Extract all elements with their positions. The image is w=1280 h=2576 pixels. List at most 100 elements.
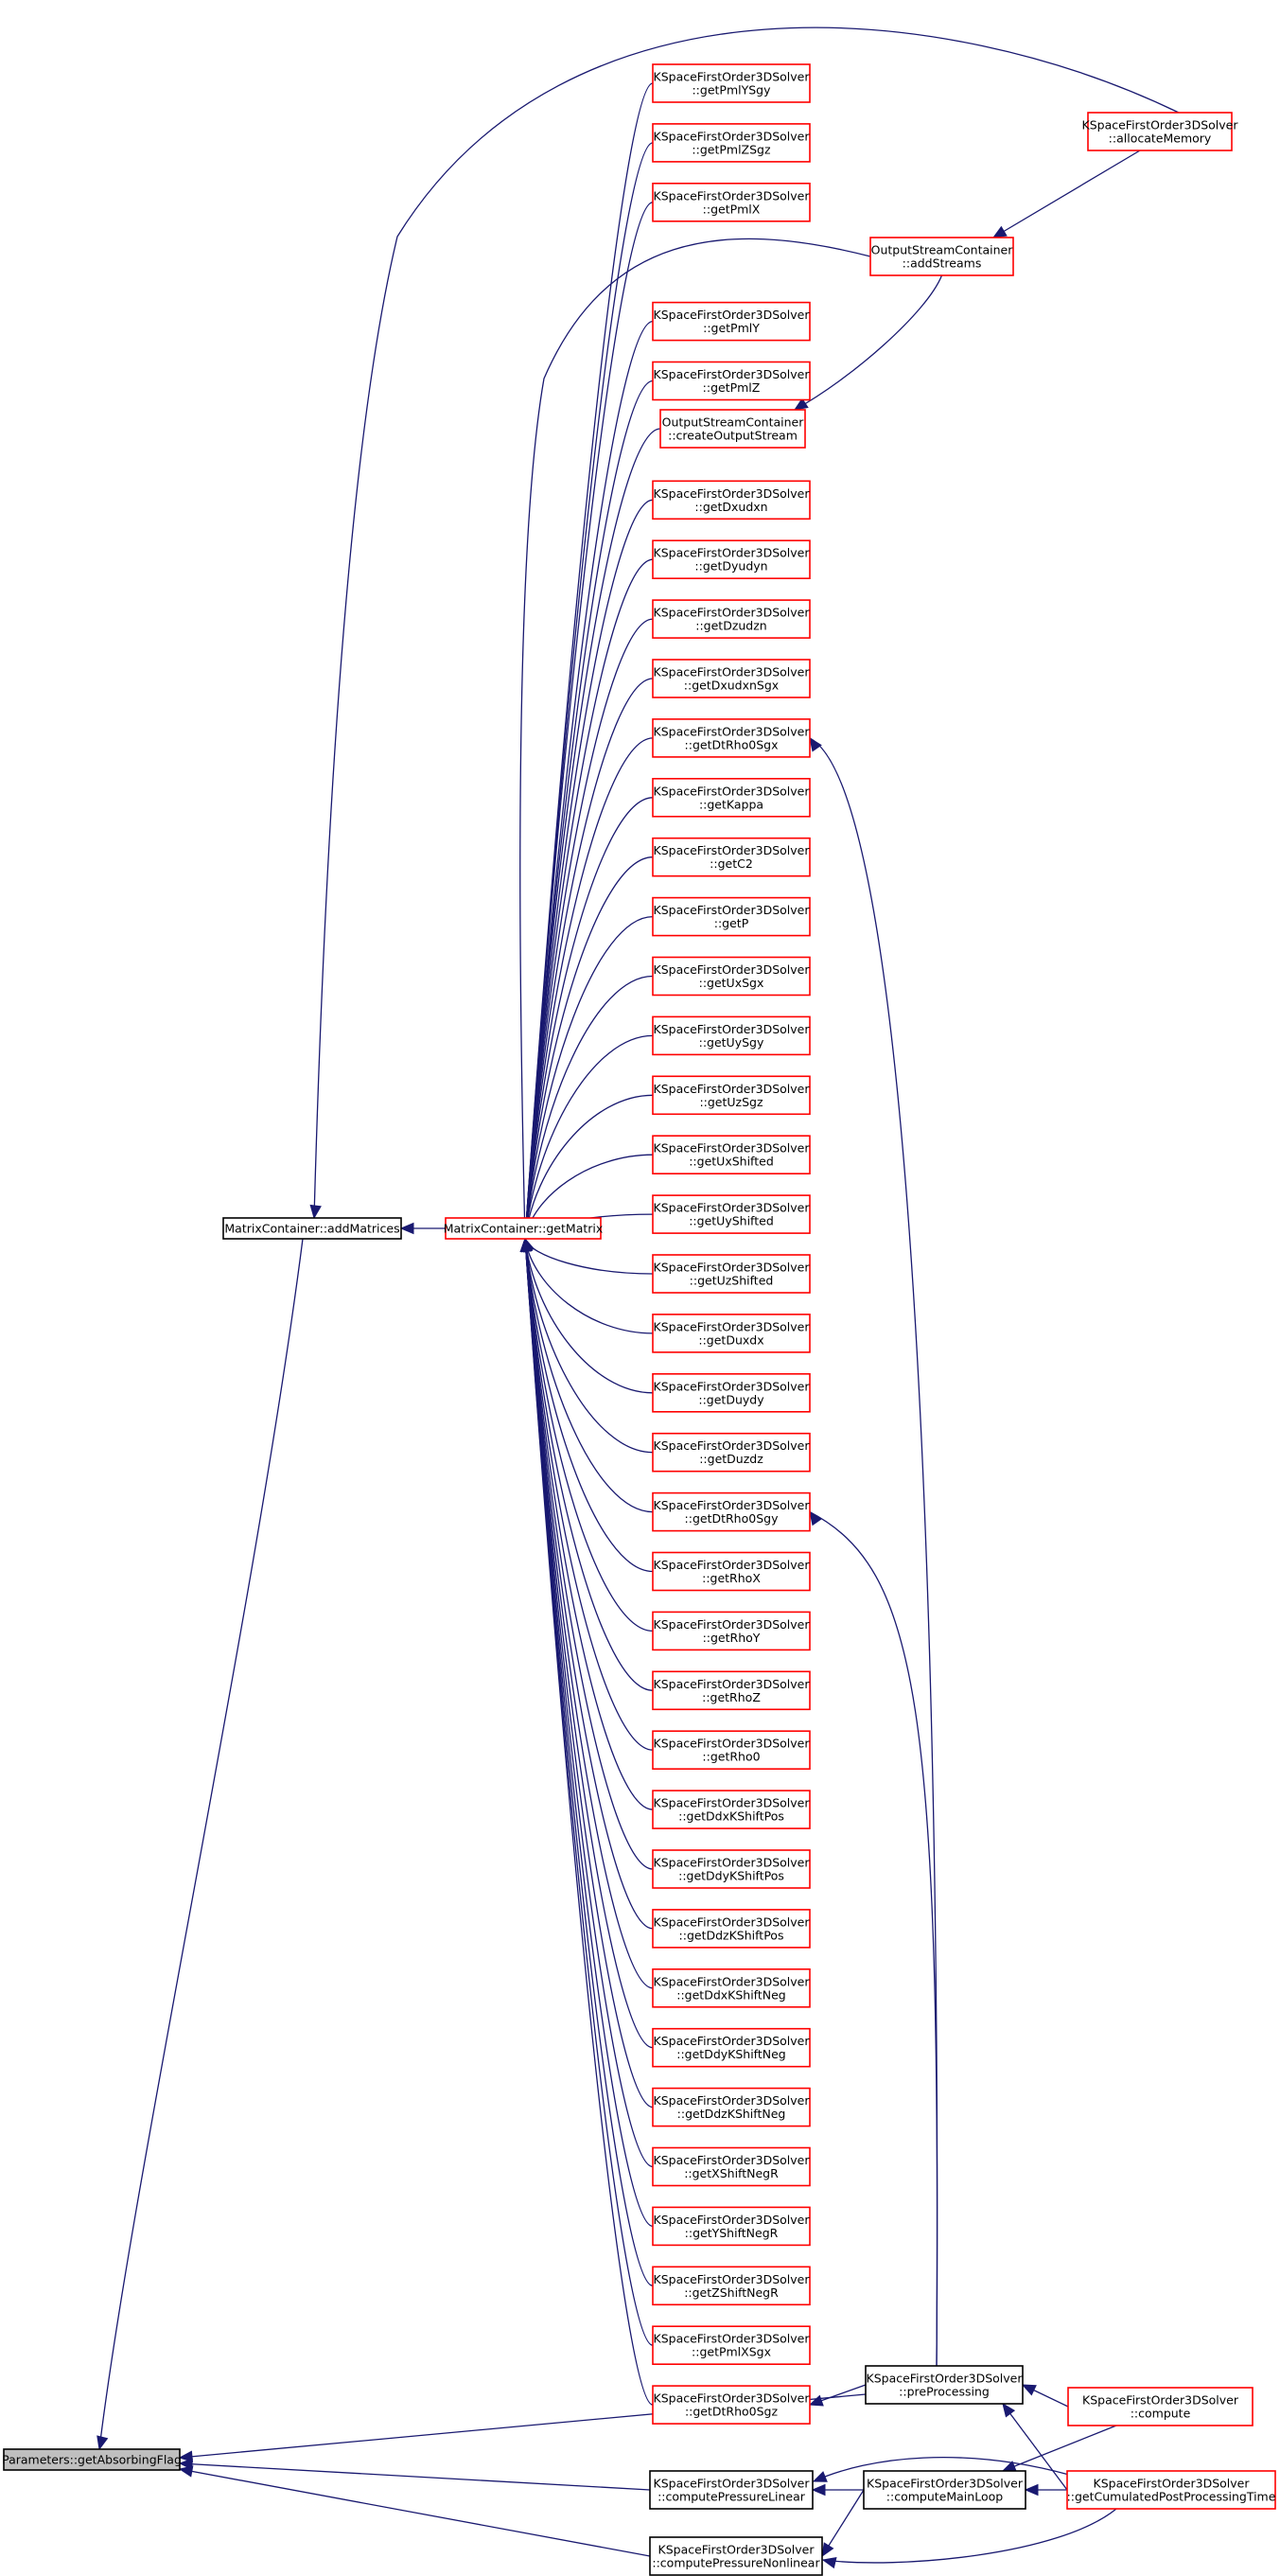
node-label-line: KSpaceFirstOrder3DSolver xyxy=(654,1319,811,1333)
nodes-layer: Parameters::getAbsorbingFlag MatrixContai… xyxy=(2,63,1276,2576)
node-label-line: KSpaceFirstOrder3DSolver xyxy=(654,1261,811,1275)
node-getPmlX[interactable]: KSpaceFirstOrder3DSolver::getPmlX xyxy=(652,183,811,222)
node-label-line: ::getPmlY xyxy=(703,321,760,335)
node-box xyxy=(652,123,811,163)
node-box xyxy=(1087,112,1233,151)
node-computePressureNonlinear[interactable]: KSpaceFirstOrder3DSolver::computePressur… xyxy=(649,2536,823,2576)
node-getDtRho0Sgz[interactable]: KSpaceFirstOrder3DSolver::getDtRho0Sgz xyxy=(652,2385,811,2425)
node-getZShiftNegR[interactable]: KSpaceFirstOrder3DSolver::getZShiftNegR xyxy=(652,2266,811,2306)
edge-getDdyKShiftNeg-to-getMatrix xyxy=(524,1238,654,2049)
node-label-line: KSpaceFirstOrder3DSolver xyxy=(654,367,811,381)
node-addStreams[interactable]: OutputStreamContainer::addStreams xyxy=(869,237,1014,276)
node-getPmlY[interactable]: KSpaceFirstOrder3DSolver::getPmlY xyxy=(652,301,811,342)
node-preProcessing[interactable]: KSpaceFirstOrder3DSolver::preProcessing xyxy=(865,2365,1024,2405)
node-getUySgy[interactable]: KSpaceFirstOrder3DSolver::getUySgy xyxy=(652,1015,811,1056)
edge-getDuzdz-to-getMatrix xyxy=(524,1238,654,1454)
node-getUzSgz[interactable]: KSpaceFirstOrder3DSolver::getUzSgz xyxy=(652,1075,811,1116)
node-box xyxy=(652,718,811,758)
node-label-line: ::getYShiftNegR xyxy=(685,2226,779,2240)
node-label-line: ::getPmlYSgy xyxy=(692,83,771,97)
edge-preProcessing-to-getDtRho0Sgx-arrowhead xyxy=(809,736,822,752)
edge-allocateMemory-to-addStreams-arrowhead xyxy=(991,225,1008,238)
node-getDdyKShiftPos[interactable]: KSpaceFirstOrder3DSolver::getDdyKShiftPo… xyxy=(652,1849,811,1889)
node-getDdxKShiftPos[interactable]: KSpaceFirstOrder3DSolver::getDdxKShiftPo… xyxy=(652,1790,811,1829)
node-allocateMemory[interactable]: KSpaceFirstOrder3DSolver::allocateMemory xyxy=(1082,112,1239,151)
node-box xyxy=(652,1254,811,1294)
node-getCumulatedPostProcessingTime[interactable]: KSpaceFirstOrder3DSolver::getCumulatedPo… xyxy=(1066,2470,1276,2510)
edge-getUzSgz-to-getMatrix xyxy=(524,1094,654,1240)
node-addMatrices[interactable]: MatrixContainer::addMatrices xyxy=(222,1217,402,1240)
node-createOutputStream[interactable]: OutputStreamContainer::createOutputStrea… xyxy=(659,409,806,449)
node-getDdzKShiftPos[interactable]: KSpaceFirstOrder3DSolver::getDdzKShiftPo… xyxy=(652,1909,811,1949)
node-box xyxy=(652,301,811,342)
node-getC2[interactable]: KSpaceFirstOrder3DSolver::getC2 xyxy=(652,837,811,877)
node-label-line: Parameters::getAbsorbingFlag xyxy=(2,2453,182,2467)
edge-computeMainLoop-to-computePressureNonlinear xyxy=(821,2489,865,2557)
node-label-line: ::getRhoX xyxy=(702,1571,761,1585)
node-box xyxy=(652,361,811,401)
node-getMatrix[interactable]: MatrixContainer::getMatrix xyxy=(444,1217,604,1240)
node-getRhoX[interactable]: KSpaceFirstOrder3DSolver::getRhoX xyxy=(652,1551,811,1592)
edge-getDtRho0Sgz-to-getMatrix xyxy=(524,1238,654,2406)
node-getPmlZ[interactable]: KSpaceFirstOrder3DSolver::getPmlZ xyxy=(652,361,811,401)
edge-compute-to-preProcessing-arrowhead xyxy=(1021,2384,1037,2396)
edge-getDuxdx-to-getMatrix xyxy=(524,1238,654,1334)
node-box xyxy=(652,539,811,580)
node-getPmlZSgz[interactable]: KSpaceFirstOrder3DSolver::getPmlZSgz xyxy=(652,123,811,163)
node-getDtRho0Sgy[interactable]: KSpaceFirstOrder3DSolver::getDtRho0Sgy xyxy=(652,1491,811,1532)
node-label-line: ::getUxShifted xyxy=(689,1155,774,1169)
node-getDuxdx[interactable]: KSpaceFirstOrder3DSolver::getDuxdx xyxy=(652,1314,811,1353)
node-getKappa[interactable]: KSpaceFirstOrder3DSolver::getKappa xyxy=(652,777,811,818)
edge-getPmlX-to-getMatrix xyxy=(524,202,654,1240)
node-computePressureLinear[interactable]: KSpaceFirstOrder3DSolver::computePressur… xyxy=(649,2470,814,2510)
node-label-line: ::getDdzKShiftPos xyxy=(679,1928,784,1942)
node-label-line: ::getXShiftNegR xyxy=(684,2166,779,2180)
edge-getRho0-to-getMatrix xyxy=(524,1238,654,1751)
node-label-line: KSpaceFirstOrder3DSolver xyxy=(654,1498,811,1512)
node-label-line: ::getRhoZ xyxy=(702,1690,761,1704)
node-getPmlYSgy[interactable]: KSpaceFirstOrder3DSolver::getPmlYSgy xyxy=(652,63,811,103)
node-getRhoY[interactable]: KSpaceFirstOrder3DSolver::getRhoY xyxy=(652,1611,811,1651)
node-getDzudzn[interactable]: KSpaceFirstOrder3DSolver::getDzudzn xyxy=(652,599,811,639)
node-box xyxy=(652,63,811,103)
node-getRhoZ[interactable]: KSpaceFirstOrder3DSolver::getRhoZ xyxy=(652,1670,811,1711)
node-label-line: ::getUySgy xyxy=(699,1035,764,1050)
node-getDxudxn[interactable]: KSpaceFirstOrder3DSolver::getDxudxn xyxy=(652,480,811,520)
node-label-line: KSpaceFirstOrder3DSolver xyxy=(654,903,811,917)
node-label-line: KSpaceFirstOrder3DSolver xyxy=(654,1796,811,1810)
node-getUyShifted[interactable]: KSpaceFirstOrder3DSolver::getUyShifted xyxy=(652,1194,811,1234)
node-computeMainLoop[interactable]: KSpaceFirstOrder3DSolver::computeMainLoo… xyxy=(863,2470,1026,2510)
node-box xyxy=(1066,2470,1276,2510)
node-getDuydy[interactable]: KSpaceFirstOrder3DSolver::getDuydy xyxy=(652,1373,811,1413)
node-getDdzKShiftNeg[interactable]: KSpaceFirstOrder3DSolver::getDdzKShiftNe… xyxy=(652,2087,811,2127)
node-label-line: ::getPmlZSgz xyxy=(692,142,771,156)
edge-preProcessing-to-getAbsorbingFlag-arrowhead xyxy=(178,2450,194,2462)
node-label-line: KSpaceFirstOrder3DSolver xyxy=(654,1617,811,1632)
node-getDyudyn[interactable]: KSpaceFirstOrder3DSolver::getDyudyn xyxy=(652,539,811,580)
node-getDdyKShiftNeg[interactable]: KSpaceFirstOrder3DSolver::getDdyKShiftNe… xyxy=(652,2027,811,2068)
node-label-line: KSpaceFirstOrder3DSolver xyxy=(654,2153,811,2167)
edge-getDuydy-to-getMatrix xyxy=(524,1238,654,1394)
node-getXShiftNegR[interactable]: KSpaceFirstOrder3DSolver::getXShiftNegR xyxy=(652,2146,811,2187)
node-getAbsorbingFlag[interactable]: Parameters::getAbsorbingFlag xyxy=(2,2448,182,2471)
node-label-line: KSpaceFirstOrder3DSolver xyxy=(654,546,811,560)
node-compute[interactable]: KSpaceFirstOrder3DSolver::compute xyxy=(1067,2387,1254,2426)
node-getDxudxnSgx[interactable]: KSpaceFirstOrder3DSolver::getDxudxnSgx xyxy=(652,659,811,698)
node-getP[interactable]: KSpaceFirstOrder3DSolver::getP xyxy=(652,896,811,937)
node-getDdxKShiftNeg[interactable]: KSpaceFirstOrder3DSolver::getDdxKShiftNe… xyxy=(652,1968,811,2008)
node-getYShiftNegR[interactable]: KSpaceFirstOrder3DSolver::getYShiftNegR xyxy=(652,2206,811,2247)
edge-getRhoZ-to-getMatrix xyxy=(524,1238,654,1691)
node-getUzShifted[interactable]: KSpaceFirstOrder3DSolver::getUzShifted xyxy=(652,1254,811,1294)
edge-getDtRho0Sgz-to-getMatrix-arrowhead xyxy=(519,1237,533,1252)
node-box xyxy=(3,2448,181,2471)
node-getRho0[interactable]: KSpaceFirstOrder3DSolver::getRho0 xyxy=(652,1730,811,1770)
node-box xyxy=(652,1849,811,1889)
node-getPmlXSgx[interactable]: KSpaceFirstOrder3DSolver::getPmlXSgx xyxy=(652,2325,811,2365)
node-label-line: KSpaceFirstOrder3DSolver xyxy=(654,1677,811,1691)
node-getUxShifted[interactable]: KSpaceFirstOrder3DSolver::getUxShifted xyxy=(652,1135,811,1174)
node-getUxSgx[interactable]: KSpaceFirstOrder3DSolver::getUxSgx xyxy=(652,956,811,997)
node-getDtRho0Sgx[interactable]: KSpaceFirstOrder3DSolver::getDtRho0Sgx xyxy=(652,718,811,758)
edge-getDtRho0Sgx-to-getMatrix xyxy=(524,737,654,1240)
node-getDuzdz[interactable]: KSpaceFirstOrder3DSolver::getDuzdz xyxy=(652,1432,811,1473)
